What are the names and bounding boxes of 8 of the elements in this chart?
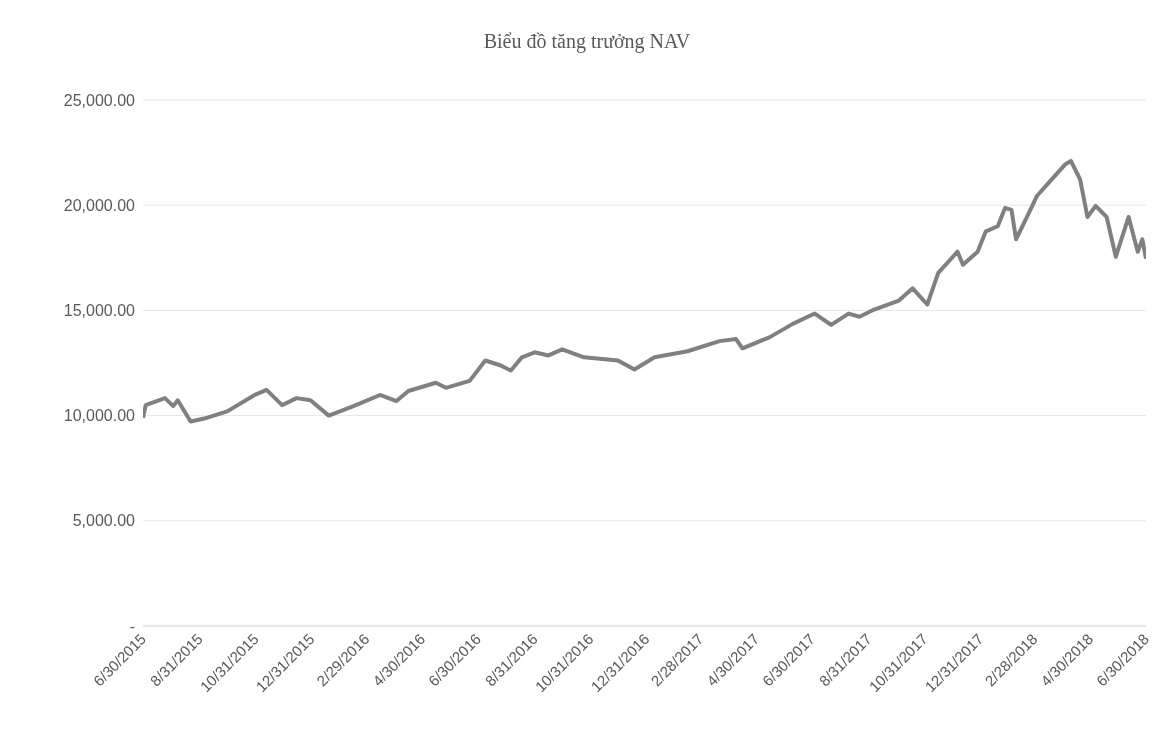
y-tick-label: 10,000.00 [63, 407, 136, 425]
y-tick-label: 25,000.00 [63, 91, 136, 109]
chart-title: Biểu đồ tăng trưởng NAV [482, 29, 692, 55]
line-series [143, 159, 1146, 424]
y-tick-label: 20,000.00 [63, 196, 136, 214]
y-tick-label: - [129, 617, 135, 635]
y-tick-label: 15,000.00 [63, 302, 136, 320]
y-tick-label: 5,000.00 [72, 512, 136, 530]
